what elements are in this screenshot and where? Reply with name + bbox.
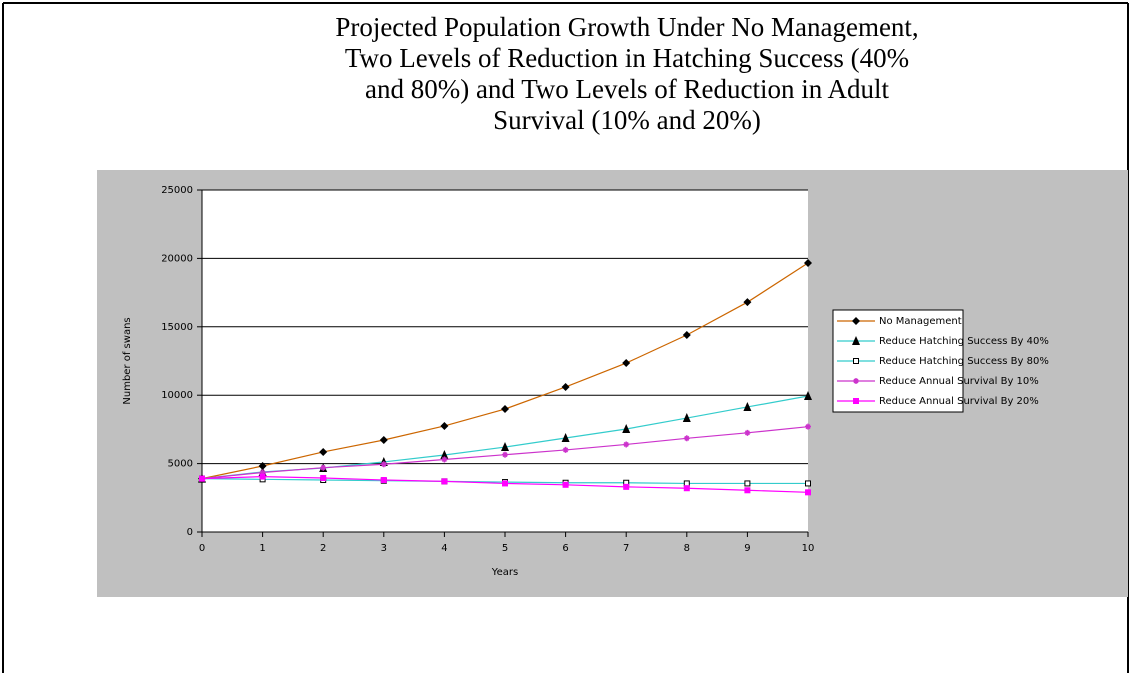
marker [561,433,570,443]
marker [441,456,448,463]
marker [682,331,691,340]
marker [805,480,811,487]
marker [501,405,509,414]
x-tick-label: 10 [802,543,815,554]
y-tick-label: 10000 [161,390,193,401]
marker [259,473,266,480]
marker [320,464,327,471]
x-tick-label: 9 [744,543,750,554]
marker [682,413,691,423]
marker [852,317,860,325]
x-tick-label: 7 [623,543,629,554]
y-tick-label: 20000 [161,253,193,264]
chart-title: and 80%) and Two Levels of Reduction in … [365,74,890,104]
marker [380,477,387,484]
marker [683,485,690,492]
x-tick-label: 1 [259,543,265,554]
marker [440,421,449,430]
x-tick-label: 0 [199,543,205,554]
marker [744,429,751,436]
marker [562,446,569,453]
y-tick-label: 5000 [168,459,193,470]
marker [805,489,811,496]
marker [561,382,570,391]
x-tick-label: 3 [381,543,387,554]
chart-title: Two Levels of Reduction in Hatching Succ… [345,43,909,73]
y-tick-label: 0 [187,527,193,538]
marker [258,461,267,470]
marker [744,480,751,487]
x-tick-label: 8 [684,543,690,554]
y-tick-label: 25000 [161,185,193,196]
marker [320,474,327,481]
marker [805,423,811,430]
marker [501,442,509,452]
marker [502,451,508,458]
marker [502,480,508,487]
marker [259,469,266,476]
marker [853,398,859,404]
marker [804,259,812,268]
marker [743,401,752,411]
legend-label: Reduce Annual Survival By 10% [879,376,1039,387]
marker [744,487,751,494]
x-tick-label: 2 [320,543,326,554]
marker [622,423,631,433]
x-tick-label: 4 [441,543,447,554]
x-tick-label: 6 [562,543,568,554]
marker [379,436,388,445]
legend-label: Reduce Hatching Success By 80% [879,356,1049,367]
legend-label: No Management [879,316,962,327]
marker [853,358,859,364]
marker [683,435,690,442]
marker [562,481,569,488]
marker [623,483,630,490]
marker [441,478,448,485]
marker [319,447,328,456]
y-axis-label: Number of swans [122,317,133,404]
legend-label: Reduce Annual Survival By 20% [879,396,1039,407]
marker [440,449,449,459]
chart-title: Survival (10% and 20%) [493,105,761,135]
marker [743,298,752,307]
marker [683,480,690,487]
x-axis-label: Years [491,567,518,578]
marker [622,359,631,368]
marker [380,461,387,468]
chart-title: Projected Population Growth Under No Man… [335,12,918,42]
legend-label: Reduce Hatching Success By 40% [879,336,1049,347]
x-tick-label: 5 [502,543,508,554]
marker [804,391,812,401]
marker [852,336,860,345]
y-tick-label: 15000 [161,322,193,333]
marker [853,378,859,384]
marker [199,475,205,482]
plot-area [202,190,808,532]
marker [623,441,630,448]
